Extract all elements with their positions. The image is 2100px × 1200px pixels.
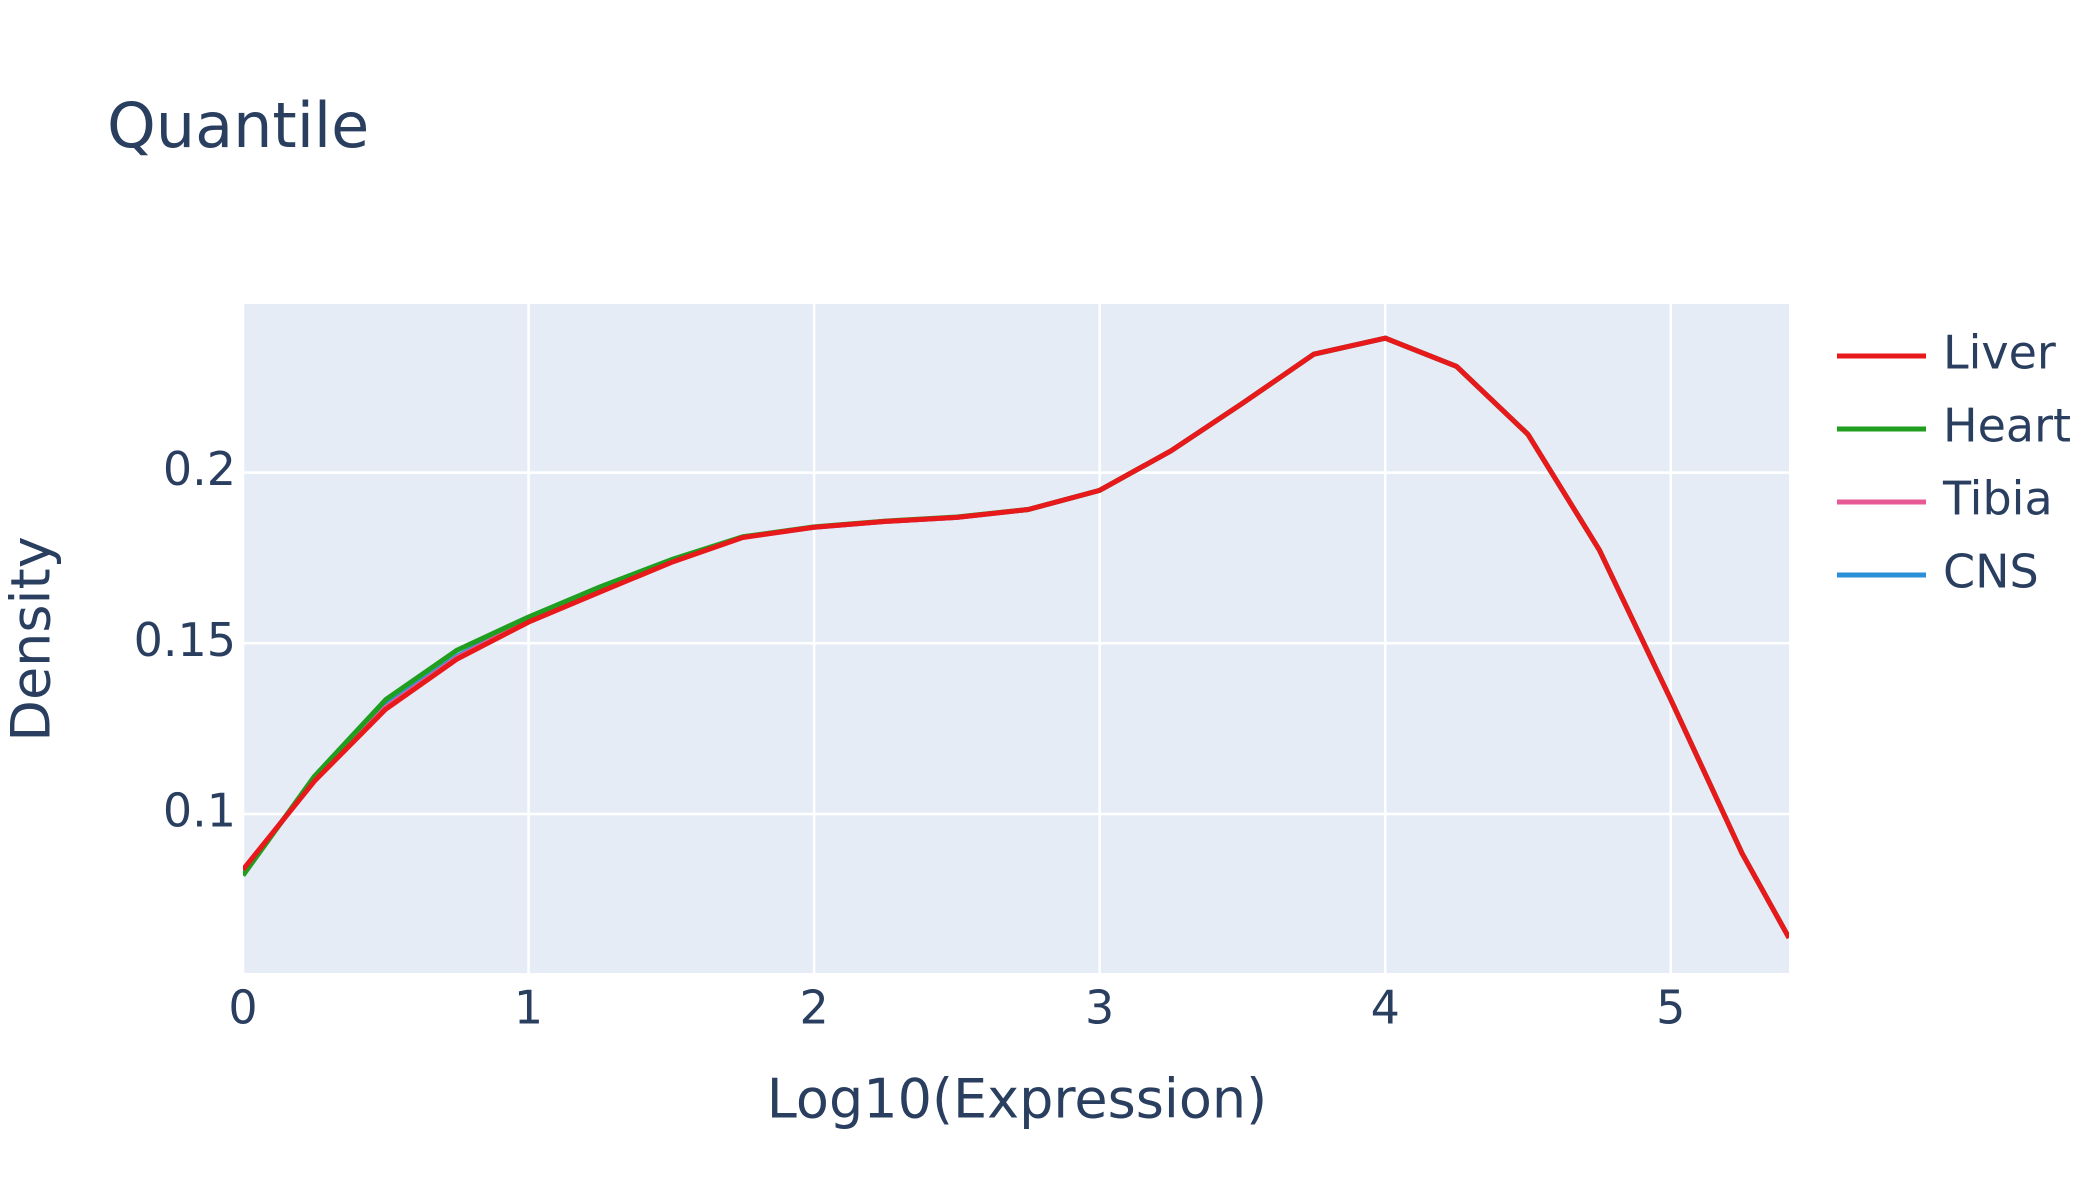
line-series	[243, 335, 1789, 940]
chart-title: Quantile	[107, 89, 369, 162]
legend-label: Liver	[1943, 326, 2056, 380]
legend-label: Tibia	[1942, 472, 2053, 526]
x-tick-label: 0	[228, 981, 257, 1035]
y-axis-title: Density	[0, 536, 63, 741]
y-tick-label: 0.2	[163, 442, 236, 496]
legend-label: Heart	[1943, 399, 2071, 453]
plot-area	[243, 304, 1789, 973]
x-tick-label: 1	[514, 981, 543, 1035]
x-tick-label: 4	[1371, 981, 1400, 1035]
x-axis-title: Log10(Expression)	[767, 1068, 1267, 1131]
x-tick-label: 5	[1656, 981, 1685, 1035]
x-tick-label: 2	[799, 981, 828, 1035]
y-tick-label: 0.15	[134, 613, 236, 667]
x-tick-label: 3	[1085, 981, 1114, 1035]
legend-label: CNS	[1943, 545, 2039, 599]
y-tick-label: 0.1	[163, 783, 236, 837]
